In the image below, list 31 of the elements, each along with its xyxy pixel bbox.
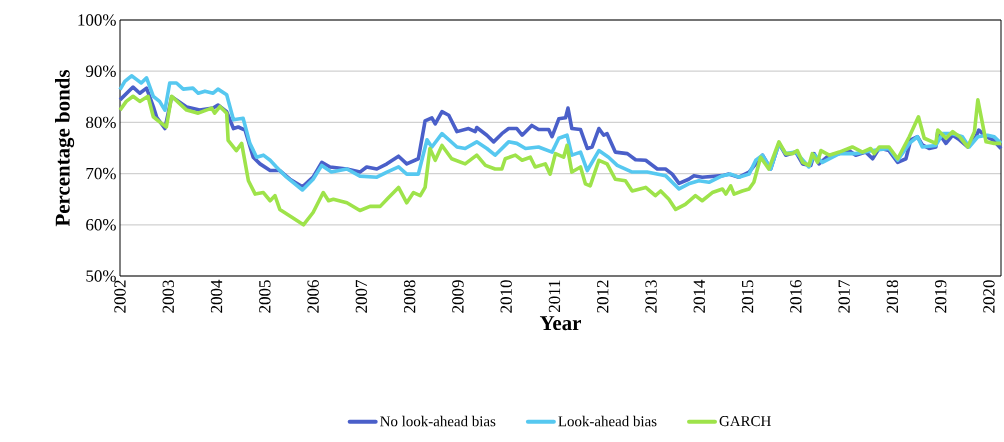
y-tick-label: 80% <box>86 116 116 129</box>
legend-label: GARCH <box>719 416 771 427</box>
x-tick-label: 2013 <box>645 280 657 313</box>
x-tick-label: 2003 <box>162 280 174 313</box>
x-tick-label: 2019 <box>934 280 947 313</box>
line-series <box>118 94 1003 227</box>
x-tick-label: 2020 <box>983 280 995 313</box>
x-tick-label: 2006 <box>307 280 319 313</box>
x-tick-label: 2009 <box>452 280 464 313</box>
x-tick-label: 2008 <box>403 280 416 313</box>
legend-label: Look-ahead bias <box>558 415 657 427</box>
x-tick-label: 2018 <box>886 280 899 313</box>
x-tick-label: 2005 <box>259 280 271 313</box>
x-tick-label: 2004 <box>210 279 223 313</box>
x-tick-label: 2016 <box>790 280 802 313</box>
x-tick-label: 2010 <box>500 280 512 313</box>
y-tick-label: 100% <box>78 14 116 26</box>
y-tick-label: 90% <box>85 65 116 77</box>
y-tick-label: 70% <box>86 167 116 180</box>
y-axis-title: Percentage bonds <box>54 69 75 227</box>
x-tick-label: 2015 <box>741 280 754 313</box>
x-tick-label: 2011 <box>548 280 561 313</box>
x-tick-label: 2014 <box>693 279 706 313</box>
x-tick-label: 2012 <box>597 280 609 313</box>
x-tick-label: 2017 <box>838 280 850 313</box>
y-tick-label: 60% <box>86 219 116 231</box>
x-tick-label: 2002 <box>114 280 126 313</box>
x-axis-title: Year <box>539 316 581 331</box>
legend-label: No look-ahead bias <box>380 415 496 427</box>
y-tick-label: 50% <box>86 270 116 282</box>
x-tick-label: 2007 <box>355 280 368 313</box>
